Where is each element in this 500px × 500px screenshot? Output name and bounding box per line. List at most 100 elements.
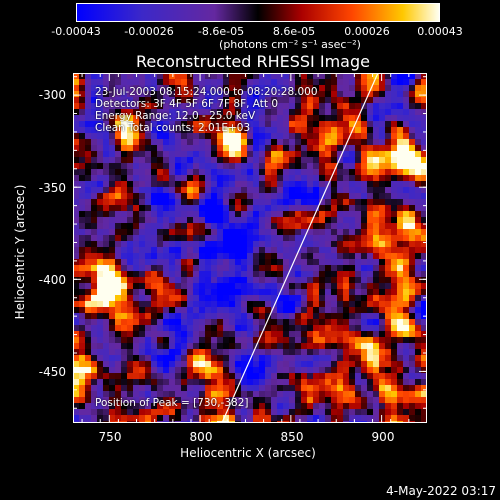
heatmap-cell xyxy=(319,157,326,164)
heatmap-cell xyxy=(301,277,308,284)
heatmap-cell xyxy=(103,385,110,392)
heatmap-cell xyxy=(103,283,110,290)
heatmap-cell xyxy=(175,241,182,248)
heatmap-cell xyxy=(265,217,272,224)
heatmap-cell xyxy=(163,349,170,356)
heatmap-cell xyxy=(367,343,374,350)
heatmap-cell xyxy=(409,205,416,212)
heatmap-cell xyxy=(397,73,404,80)
heatmap-cell xyxy=(331,373,338,380)
heatmap-cell xyxy=(361,343,368,350)
heatmap-cell xyxy=(289,211,296,218)
heatmap-cell xyxy=(397,235,404,242)
heatmap-cell xyxy=(103,73,110,80)
heatmap-cell xyxy=(259,199,266,206)
heatmap-cell xyxy=(337,85,344,92)
heatmap-cell xyxy=(355,331,362,338)
heatmap-cell xyxy=(373,157,380,164)
heatmap-cell xyxy=(103,373,110,380)
heatmap-cell xyxy=(91,307,98,314)
heatmap-cell xyxy=(133,415,140,422)
heatmap-cell xyxy=(121,265,128,272)
heatmap-cell xyxy=(115,403,122,410)
heatmap-cell xyxy=(157,145,164,152)
heatmap-cell xyxy=(97,367,104,374)
heatmap-cell xyxy=(421,259,427,266)
heatmap-cell xyxy=(247,295,254,302)
heatmap-cell xyxy=(235,295,242,302)
heatmap-cell xyxy=(295,337,302,344)
heatmap-cell xyxy=(361,391,368,398)
heatmap-cell xyxy=(289,85,296,92)
heatmap-cell xyxy=(415,319,422,326)
heatmap-cell xyxy=(421,85,427,92)
heatmap-cell xyxy=(73,241,80,248)
heatmap-cell xyxy=(109,157,116,164)
heatmap-cell xyxy=(271,259,278,266)
heatmap-cell xyxy=(205,295,212,302)
heatmap-cell xyxy=(223,175,230,182)
heatmap-cell xyxy=(331,229,338,236)
heatmap-cell xyxy=(157,277,164,284)
heatmap-cell xyxy=(187,331,194,338)
heatmap-cell xyxy=(307,127,314,134)
heatmap-cell xyxy=(241,271,248,278)
heatmap-cell xyxy=(181,97,188,104)
heatmap-cell xyxy=(295,151,302,158)
heatmap-cell xyxy=(379,289,386,296)
heatmap-cell xyxy=(97,217,104,224)
heatmap-cell xyxy=(205,301,212,308)
heatmap-cell xyxy=(109,73,116,80)
heatmap-cell xyxy=(385,277,392,284)
heatmap-cell xyxy=(211,121,218,128)
heatmap-cell xyxy=(91,289,98,296)
heatmap-cell xyxy=(397,277,404,284)
heatmap-cell xyxy=(175,259,182,266)
heatmap-cell xyxy=(253,97,260,104)
heatmap-cell xyxy=(91,223,98,230)
heatmap-cell xyxy=(205,385,212,392)
heatmap-cell xyxy=(97,163,104,170)
heatmap-cell xyxy=(253,349,260,356)
heatmap-cell xyxy=(205,397,212,404)
heatmap-cell xyxy=(355,325,362,332)
heatmap-cell xyxy=(421,217,427,224)
heatmap-cell xyxy=(301,193,308,200)
heatmap-cell xyxy=(301,379,308,386)
heatmap-cell xyxy=(229,241,236,248)
heatmap-cell xyxy=(313,103,320,110)
heatmap-cell xyxy=(301,145,308,152)
heatmap-cell xyxy=(73,277,80,284)
heatmap-cell xyxy=(109,343,116,350)
heatmap-cell xyxy=(133,367,140,374)
heatmap-cell xyxy=(391,289,398,296)
heatmap-cell xyxy=(121,145,128,152)
heatmap-cell xyxy=(415,253,422,260)
heatmap-cell xyxy=(253,325,260,332)
heatmap-cell xyxy=(409,397,416,404)
heatmap-cell xyxy=(235,187,242,194)
heatmap-cell xyxy=(157,175,164,182)
heatmap-cell xyxy=(91,229,98,236)
heatmap-cell xyxy=(193,151,200,158)
heatmap-cell xyxy=(103,109,110,116)
heatmap-cell xyxy=(235,241,242,248)
heatmap-cell xyxy=(91,121,98,128)
heatmap-cell xyxy=(355,241,362,248)
heatmap-cell xyxy=(271,367,278,374)
heatmap-cell xyxy=(289,91,296,98)
heatmap-cell xyxy=(253,157,260,164)
heatmap-cell xyxy=(373,133,380,140)
y-tick-label: -400 xyxy=(38,273,66,287)
heatmap-cell xyxy=(301,109,308,116)
heatmap-cell xyxy=(85,103,92,110)
heatmap-cell xyxy=(229,115,236,122)
heatmap-cell xyxy=(223,133,230,140)
heatmap-cell xyxy=(313,181,320,188)
heatmap-cell xyxy=(199,229,206,236)
heatmap-cell xyxy=(367,145,374,152)
heatmap-cell xyxy=(91,271,98,278)
heatmap-cell xyxy=(133,391,140,398)
heatmap-cell xyxy=(175,355,182,362)
heatmap-cell xyxy=(241,145,248,152)
